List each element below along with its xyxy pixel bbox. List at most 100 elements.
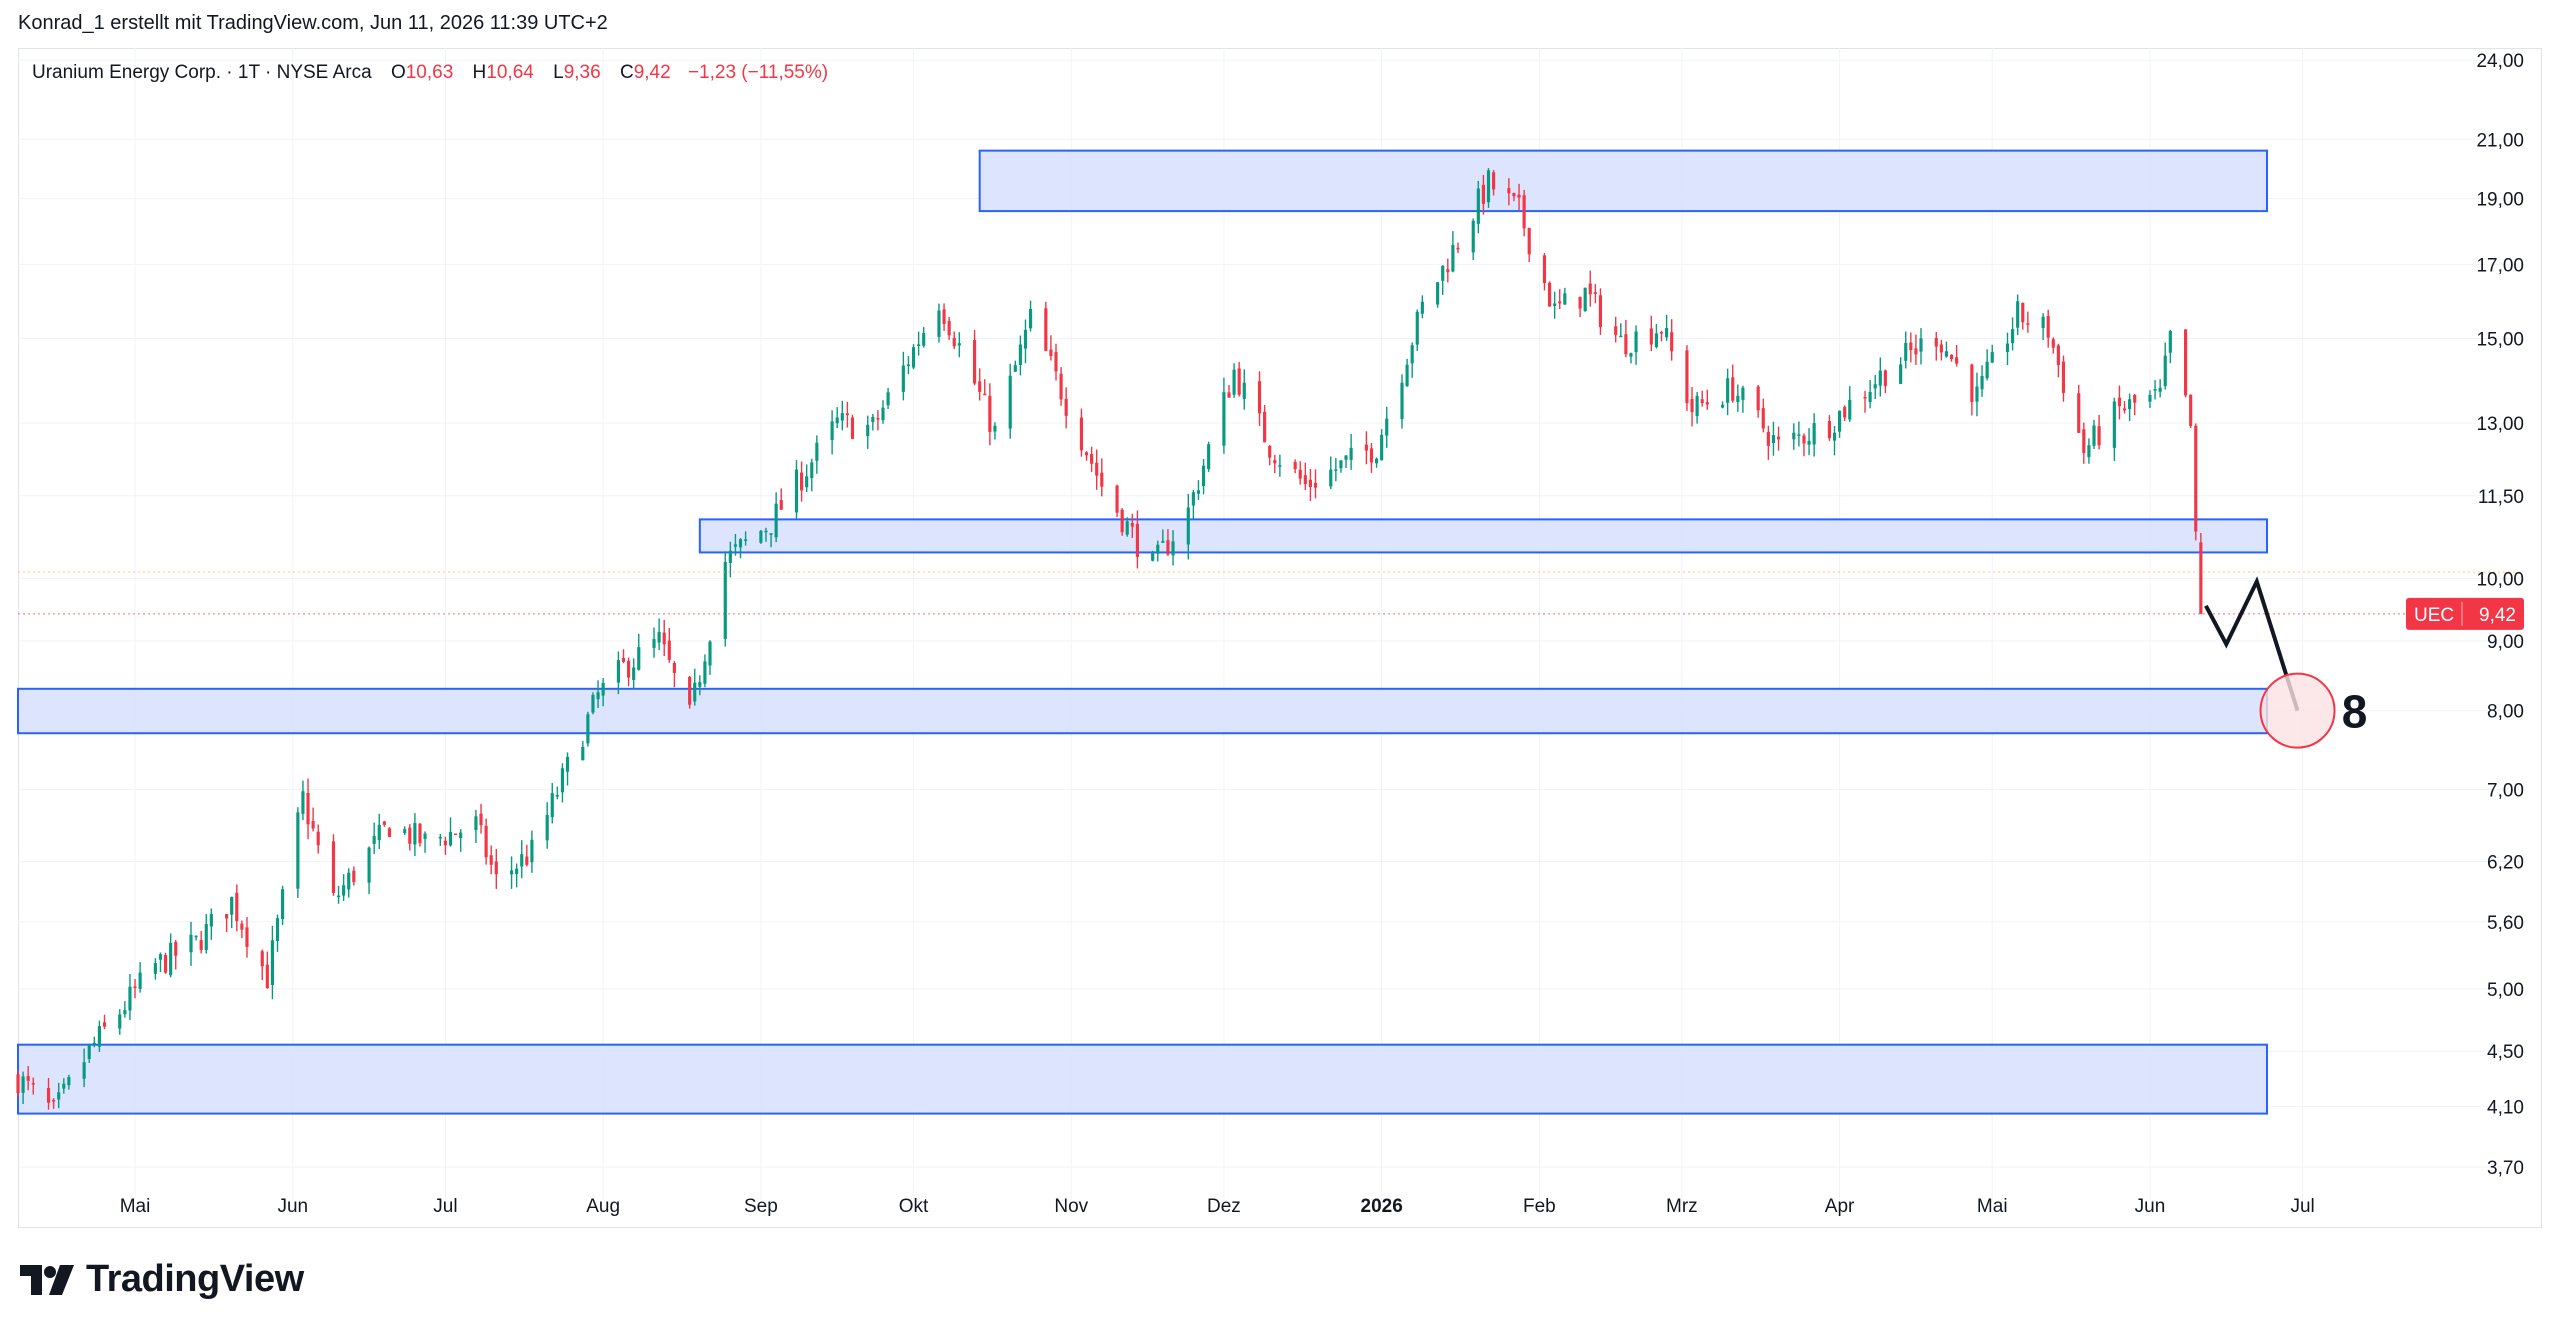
candle-body bbox=[1191, 492, 1195, 506]
candle-body bbox=[1298, 469, 1302, 479]
candle-body bbox=[911, 347, 916, 368]
candle-body bbox=[1334, 469, 1338, 471]
y-tick-label: 7,00 bbox=[2487, 781, 2524, 802]
candle-body bbox=[1624, 334, 1628, 355]
candle-body bbox=[1670, 332, 1674, 352]
candle-body bbox=[1843, 406, 1847, 418]
candle-body bbox=[947, 320, 951, 336]
candle-body bbox=[616, 660, 620, 683]
candle-body bbox=[952, 337, 956, 347]
candle-body bbox=[2041, 316, 2045, 328]
candle-body bbox=[1761, 408, 1765, 429]
low-label: L bbox=[553, 62, 564, 83]
candle-body bbox=[906, 364, 911, 367]
chart-attribution: Konrad_1 erstellt mit TradingView.com, J… bbox=[18, 12, 608, 34]
ohlc-legend: Uranium Energy Corp. · 1T · NYSE Arca O1… bbox=[32, 62, 828, 84]
x-tick-label: Mai bbox=[120, 1196, 151, 1217]
candle-body bbox=[2056, 345, 2060, 366]
candle-body bbox=[1807, 440, 1811, 445]
candle-body bbox=[1838, 410, 1842, 432]
y-tick-label: 5,60 bbox=[2487, 913, 2524, 934]
candle-body bbox=[1547, 282, 1552, 307]
candle-body bbox=[225, 914, 229, 919]
candle-body bbox=[1944, 351, 1949, 357]
change-value: −1,23 (−11,55%) bbox=[687, 62, 829, 83]
candle-body bbox=[484, 825, 488, 858]
candle-body bbox=[830, 421, 834, 440]
candle-body bbox=[667, 640, 671, 660]
support-resistance-zones bbox=[17, 149, 2269, 1115]
candle-body bbox=[1400, 382, 1404, 420]
candle-body bbox=[1100, 472, 1104, 487]
candle-body bbox=[871, 417, 875, 423]
candle-body bbox=[1349, 447, 1353, 460]
candle-body bbox=[387, 828, 392, 838]
candle-body bbox=[800, 472, 804, 491]
candle-body bbox=[316, 831, 320, 846]
candle-body bbox=[443, 840, 447, 846]
tradingview-logo-icon bbox=[20, 1264, 74, 1295]
candle-body bbox=[133, 986, 137, 988]
candle-body bbox=[1634, 331, 1638, 353]
candle-body bbox=[102, 1022, 107, 1027]
last-price-value: 9,42 bbox=[2479, 605, 2516, 626]
candle-body bbox=[1797, 434, 1801, 436]
candle-body bbox=[1685, 350, 1689, 404]
candle-body bbox=[1705, 402, 1709, 405]
candle-body bbox=[1471, 220, 1475, 253]
y-tick-label: 24,00 bbox=[2476, 51, 2524, 72]
x-tick-label: Nov bbox=[1054, 1196, 1088, 1217]
candle-body bbox=[2158, 387, 2162, 392]
candle-body bbox=[57, 1092, 61, 1100]
candle-body bbox=[260, 951, 264, 967]
candle-body bbox=[1690, 399, 1694, 413]
candle-body bbox=[1410, 345, 1414, 364]
candle-body bbox=[52, 1099, 56, 1102]
candle-body bbox=[723, 561, 727, 639]
x-tick-label: Apr bbox=[1825, 1196, 1855, 1217]
candle-body bbox=[2184, 329, 2188, 396]
candle-body bbox=[2112, 401, 2116, 448]
candle-body bbox=[1578, 296, 1582, 309]
candle-body bbox=[128, 986, 132, 1011]
candle-body bbox=[805, 476, 809, 488]
candle-body bbox=[708, 641, 712, 666]
candle-body bbox=[1385, 418, 1389, 436]
candle-body bbox=[525, 856, 529, 865]
candle-body bbox=[937, 310, 941, 337]
candle-body bbox=[1659, 331, 1664, 334]
y-tick-label: 8,00 bbox=[2487, 702, 2524, 723]
candle-body bbox=[377, 824, 381, 841]
candle-body bbox=[1985, 361, 1989, 379]
candle-body bbox=[1700, 399, 1704, 404]
candle-body bbox=[957, 343, 961, 346]
candle-body bbox=[1649, 328, 1653, 345]
y-tick-label: 4,10 bbox=[2487, 1097, 2524, 1118]
candle-body bbox=[2016, 301, 2020, 328]
candle-body bbox=[1720, 404, 1725, 408]
candle-body bbox=[993, 425, 997, 432]
candle-body bbox=[92, 1042, 96, 1045]
candle-body bbox=[637, 647, 641, 670]
candle-body bbox=[1726, 378, 1730, 403]
tradingview-logo[interactable]: TradingView bbox=[20, 1258, 304, 1301]
candle-body bbox=[2194, 425, 2198, 532]
candle-body bbox=[1166, 540, 1170, 555]
candle-body bbox=[123, 1010, 127, 1015]
candle-body bbox=[189, 934, 193, 953]
last-price-symbol: UEC bbox=[2414, 605, 2454, 626]
candle-body bbox=[2128, 399, 2132, 410]
candle-body bbox=[774, 503, 778, 538]
candle-body bbox=[1405, 364, 1409, 387]
candle-body bbox=[245, 927, 249, 948]
candle-body bbox=[1196, 490, 1201, 494]
y-tick-label: 10,00 bbox=[2476, 569, 2524, 590]
open-value: 10,63 bbox=[405, 62, 454, 83]
candle-body bbox=[2097, 426, 2101, 446]
low-value: 9,36 bbox=[563, 62, 601, 83]
symbol-description: Uranium Energy Corp. · 1T · NYSE Arca bbox=[32, 62, 372, 83]
candle-body bbox=[382, 821, 386, 825]
candle-body bbox=[26, 1076, 30, 1081]
candle-body bbox=[1273, 460, 1277, 464]
